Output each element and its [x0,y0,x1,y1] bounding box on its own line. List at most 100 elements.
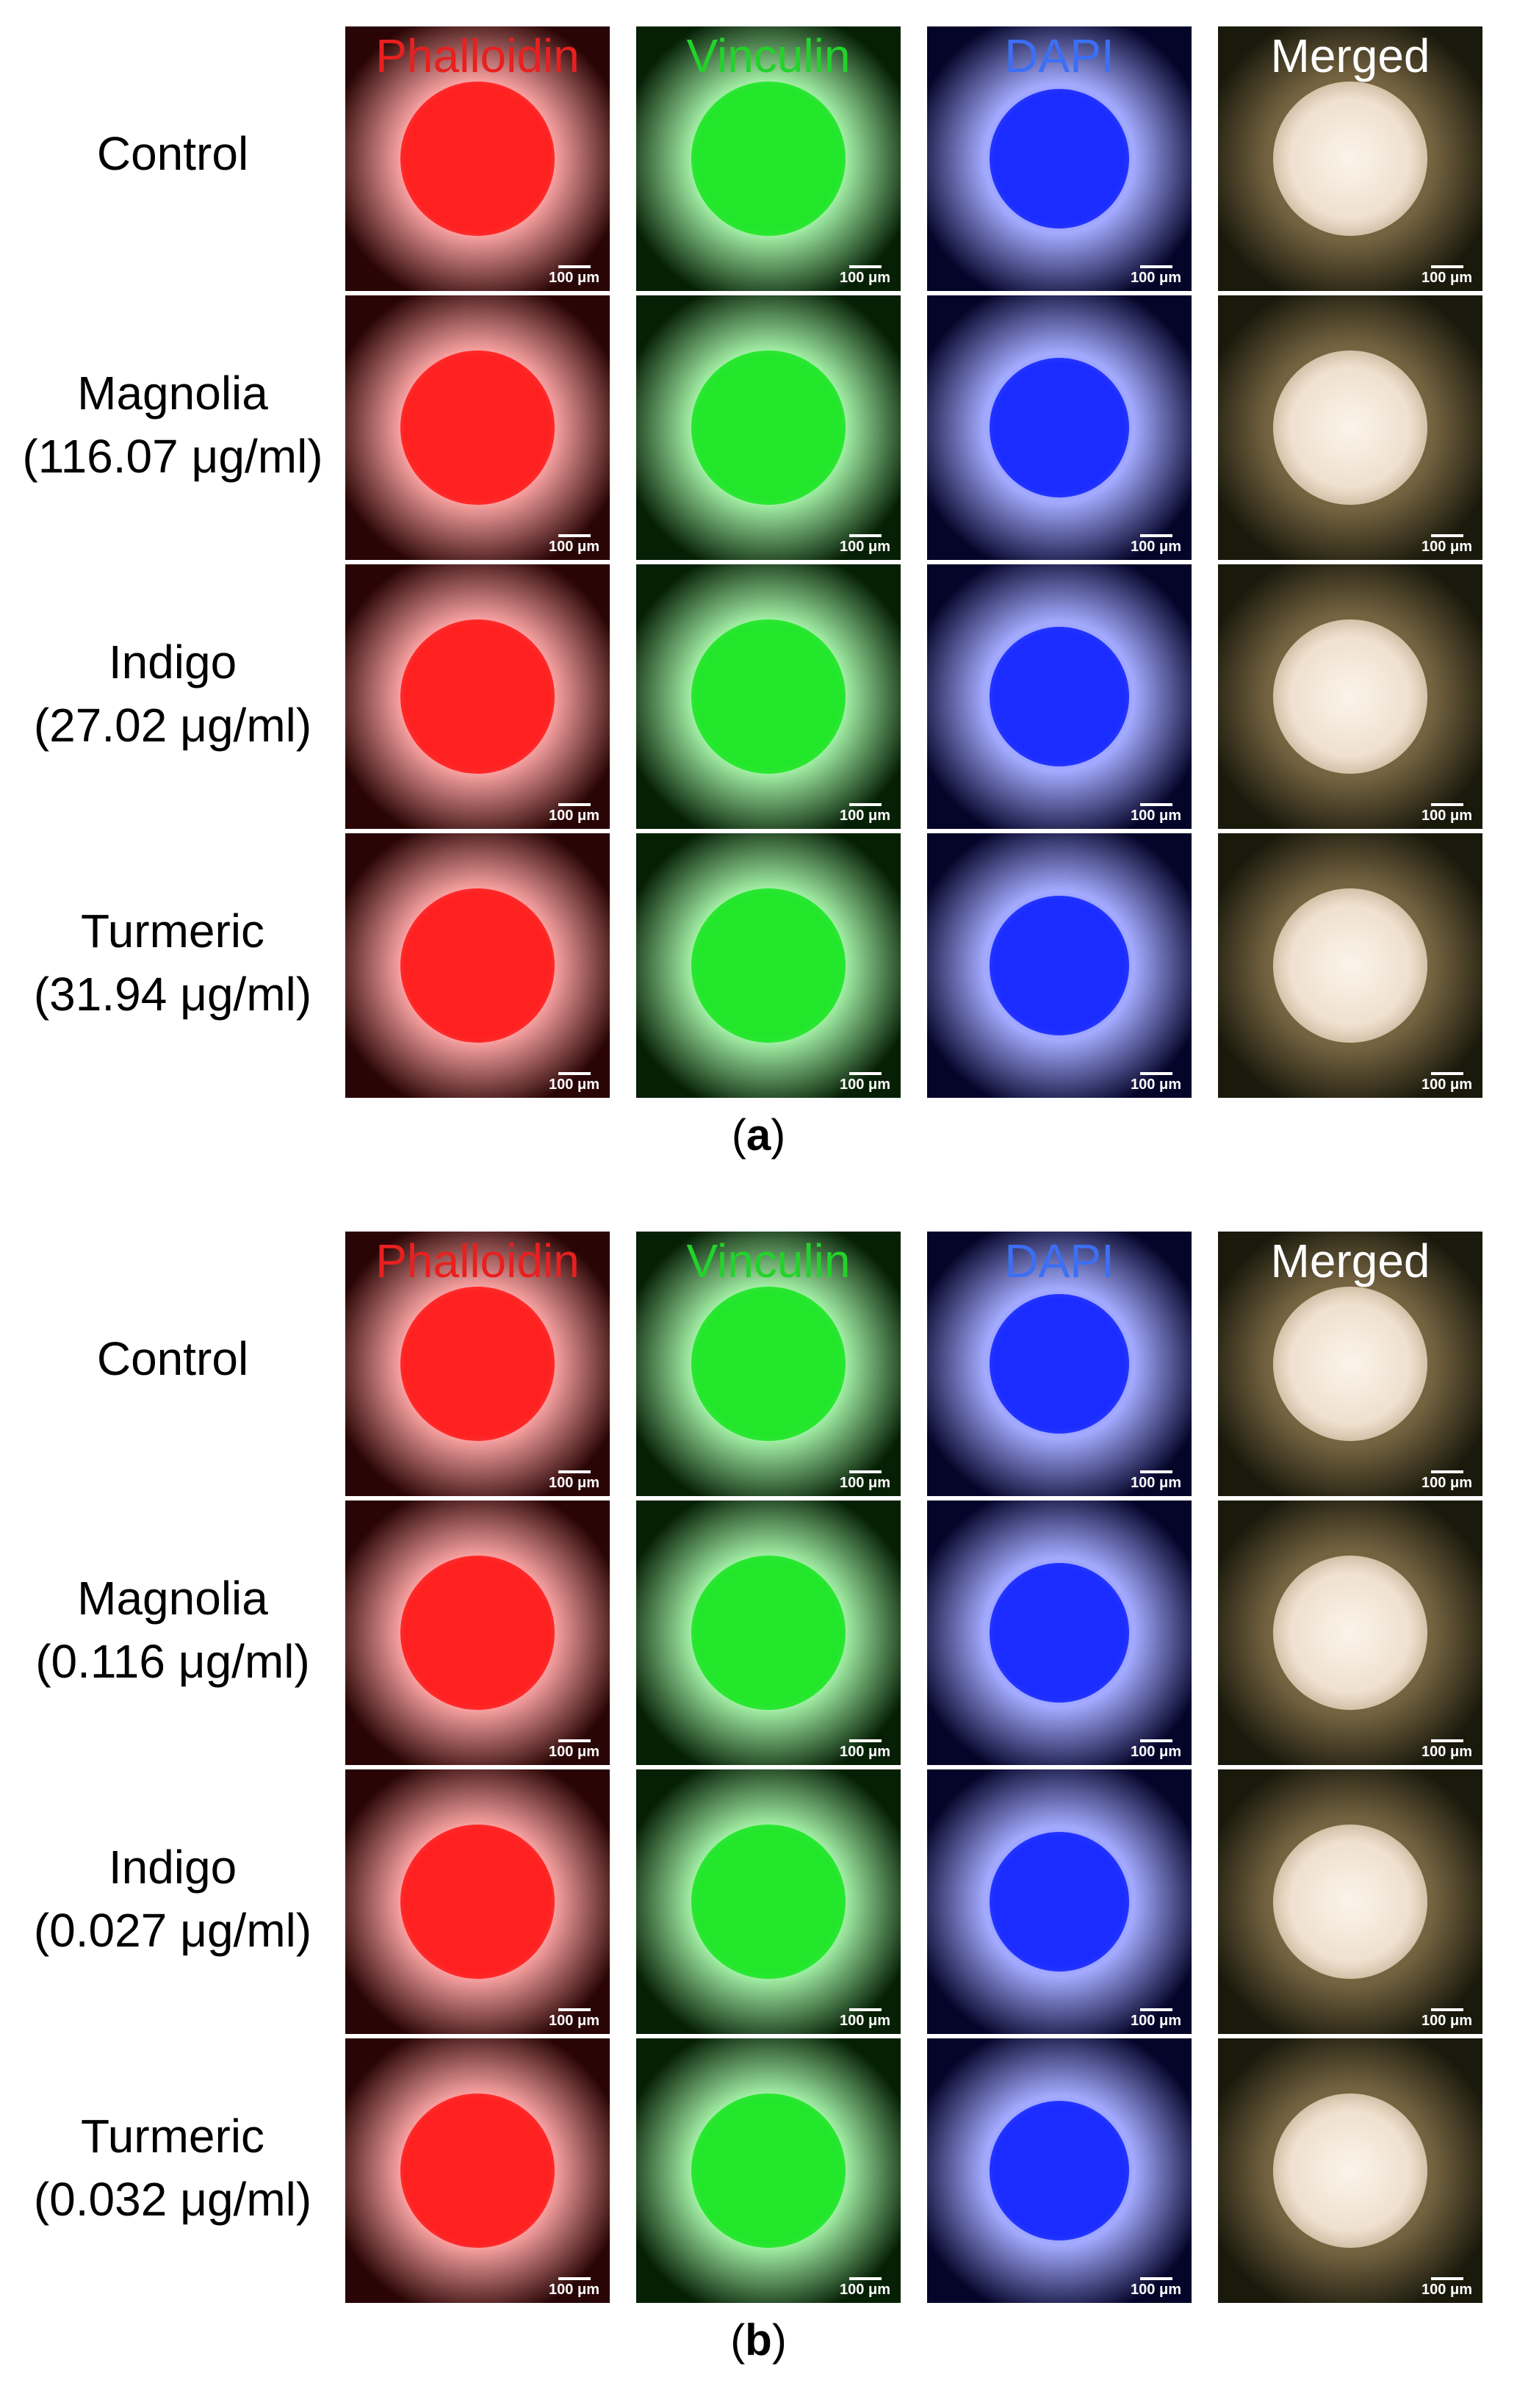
row-name: Control [96,1332,249,1385]
spheroid-core [400,2093,555,2248]
scale-bar: 100 μm [840,2008,890,2030]
scale-bar-label: 100 μm [1131,270,1181,286]
spheroid-core [990,89,1129,229]
spheroid-core [1273,888,1427,1043]
scale-bar-label: 100 μm [840,1077,890,1093]
scale-bar-label: 100 μm [549,1744,599,1760]
scale-bar-line [1139,803,1172,806]
scale-bar-label: 100 μm [549,539,599,555]
scale-bar: 100 μm [840,534,890,556]
scale-bar-line [848,803,882,806]
scale-bar: 100 μm [840,803,890,824]
spheroid-core [691,619,846,774]
spheroid-core [400,1825,555,1979]
spheroid-core [691,2093,846,2248]
scale-bar: 100 μm [1421,534,1472,556]
micrograph-turmeric-vinculin: 100 μm [636,833,901,1098]
row-name: Turmeric [80,2110,265,2163]
scale-bar-line [558,1739,591,1742]
micrograph-indigo-vinculin: 100 μm [636,564,901,829]
spheroid-core [990,1563,1129,1703]
micrograph-turmeric-vinculin: 100 μm [636,2038,901,2303]
row-label-control: Control [7,1327,338,1390]
scale-bar-line [1430,265,1463,268]
spheroid-core [990,2101,1129,2240]
scale-bar-line [558,2008,591,2011]
micrograph-control-vinculin: 100 μm [636,1232,901,1496]
scale-bar: 100 μm [1421,1470,1472,1492]
scale-bar-line [848,265,882,268]
row-dose: (31.94 μg/ml) [33,968,312,1021]
spheroid-core [1273,351,1427,505]
scale-bar-line [558,265,591,268]
scale-bar: 100 μm [840,1072,890,1093]
micrograph-indigo-merged: 100 μm [1218,564,1482,829]
spheroid-core [1273,1825,1427,1979]
micrograph-control-dapi: 100 μm [927,26,1192,291]
micrograph-magnolia-dapi: 100 μm [927,1500,1192,1765]
scale-bar-label: 100 μm [840,1475,890,1491]
micrograph-control-merged: 100 μm [1218,26,1482,291]
row-label-turmeric: Turmeric (31.94 μg/ml) [7,899,338,1027]
scale-bar: 100 μm [549,1739,599,1761]
row-name: Turmeric [80,905,265,957]
scale-bar-label: 100 μm [840,2013,890,2029]
micrograph-turmeric-dapi: 100 μm [927,2038,1192,2303]
scale-bar: 100 μm [1131,2277,1181,2299]
scale-bar: 100 μm [1421,1739,1472,1761]
scale-bar-line [848,534,882,537]
micrograph-turmeric-phalloidin: 100 μm [345,2038,610,2303]
scale-bar-label: 100 μm [1131,1077,1181,1093]
scale-bar: 100 μm [1131,2008,1181,2030]
scale-bar: 100 μm [549,2008,599,2030]
panel-letter-text: b [745,2315,772,2365]
row-dose: (116.07 μg/ml) [22,430,323,484]
scale-bar: 100 μm [840,2277,890,2299]
micrograph-indigo-dapi: 100 μm [927,564,1192,829]
scale-bar-line [558,1470,591,1473]
spheroid-core [400,82,555,236]
micrograph-control-vinculin: 100 μm [636,26,901,291]
scale-bar-line [1139,1072,1172,1075]
scale-bar-label: 100 μm [549,1077,599,1093]
scale-bar-label: 100 μm [1131,808,1181,824]
spheroid-core [990,627,1129,766]
row-dose: (0.027 μg/ml) [33,1904,312,1958]
scale-bar: 100 μm [1131,1470,1181,1492]
row-dose: (0.032 μg/ml) [33,2173,312,2226]
row-label-indigo: Indigo (27.02 μg/ml) [7,630,338,758]
micrograph-magnolia-vinculin: 100 μm [636,1500,901,1765]
spheroid-core [1273,1287,1427,1441]
scale-bar-line [1139,2008,1172,2011]
scale-bar: 100 μm [549,1072,599,1093]
micrograph-magnolia-phalloidin: 100 μm [345,1500,610,1765]
spheroid-core [691,82,846,236]
scale-bar: 100 μm [1421,2277,1472,2299]
panel-letter-text: a [746,1110,771,1160]
scale-bar-label: 100 μm [1421,1475,1472,1491]
row-label-turmeric: Turmeric (0.032 μg/ml) [7,2105,338,2232]
spheroid-core [400,1556,555,1710]
scale-bar-label: 100 μm [1421,808,1472,824]
scale-bar-line [1139,265,1172,268]
micrograph-indigo-phalloidin: 100 μm [345,1769,610,2034]
micrograph-magnolia-merged: 100 μm [1218,295,1482,560]
spheroid-core [400,1287,555,1441]
scale-bar-label: 100 μm [840,808,890,824]
row-label-indigo: Indigo (0.027 μg/ml) [7,1836,338,1963]
scale-bar: 100 μm [1131,265,1181,287]
scale-bar-label: 100 μm [549,808,599,824]
scale-bar: 100 μm [1421,2008,1472,2030]
spheroid-core [691,1287,846,1441]
scale-bar-label: 100 μm [1421,270,1472,286]
micrograph-turmeric-merged: 100 μm [1218,2038,1482,2303]
spheroid-core [400,888,555,1043]
scale-bar: 100 μm [840,1739,890,1761]
scale-bar-line [1430,534,1463,537]
scale-bar-line [1430,1739,1463,1742]
micrograph-magnolia-vinculin: 100 μm [636,295,901,560]
scale-bar-line [1430,1072,1463,1075]
row-name: Indigo [108,1841,237,1894]
scale-bar-label: 100 μm [840,1744,890,1760]
scale-bar-label: 100 μm [549,1475,599,1491]
